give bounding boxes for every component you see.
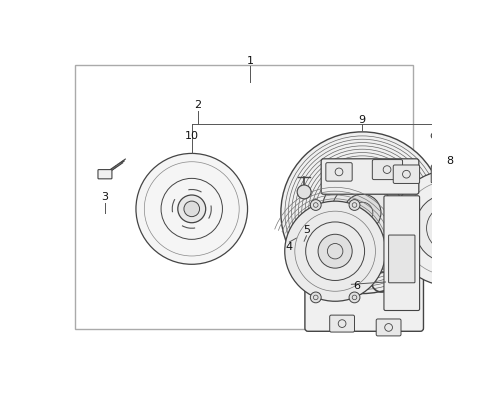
Circle shape — [281, 132, 444, 294]
FancyBboxPatch shape — [321, 159, 419, 194]
FancyBboxPatch shape — [330, 315, 355, 332]
Circle shape — [322, 172, 403, 253]
FancyBboxPatch shape — [372, 160, 403, 180]
FancyBboxPatch shape — [393, 165, 420, 184]
Text: 1: 1 — [246, 56, 253, 66]
Circle shape — [311, 292, 321, 303]
Circle shape — [431, 132, 437, 139]
Text: 6: 6 — [353, 281, 360, 291]
Text: 9: 9 — [359, 115, 366, 125]
Circle shape — [288, 196, 312, 221]
Circle shape — [415, 193, 480, 263]
Bar — [75, 65, 413, 329]
Text: 4: 4 — [286, 242, 293, 252]
Text: 7: 7 — [479, 185, 480, 195]
Circle shape — [349, 200, 360, 210]
FancyBboxPatch shape — [384, 196, 420, 310]
Circle shape — [178, 195, 206, 223]
Text: 10: 10 — [185, 131, 199, 141]
Text: 3: 3 — [101, 192, 108, 202]
Text: 2: 2 — [194, 100, 202, 110]
FancyBboxPatch shape — [431, 166, 445, 183]
Circle shape — [344, 194, 381, 231]
Circle shape — [457, 182, 465, 189]
Text: 8: 8 — [446, 156, 454, 166]
Circle shape — [136, 153, 248, 264]
Circle shape — [297, 185, 311, 199]
Circle shape — [432, 160, 444, 173]
FancyBboxPatch shape — [98, 170, 112, 179]
Circle shape — [311, 200, 321, 210]
Circle shape — [392, 170, 480, 286]
FancyBboxPatch shape — [326, 163, 352, 181]
FancyBboxPatch shape — [389, 235, 415, 283]
Circle shape — [438, 217, 461, 240]
FancyBboxPatch shape — [376, 319, 401, 336]
Circle shape — [285, 201, 385, 301]
Text: 5: 5 — [303, 226, 310, 235]
FancyBboxPatch shape — [305, 179, 423, 331]
Circle shape — [318, 234, 352, 268]
Circle shape — [349, 292, 360, 303]
Circle shape — [184, 201, 200, 217]
